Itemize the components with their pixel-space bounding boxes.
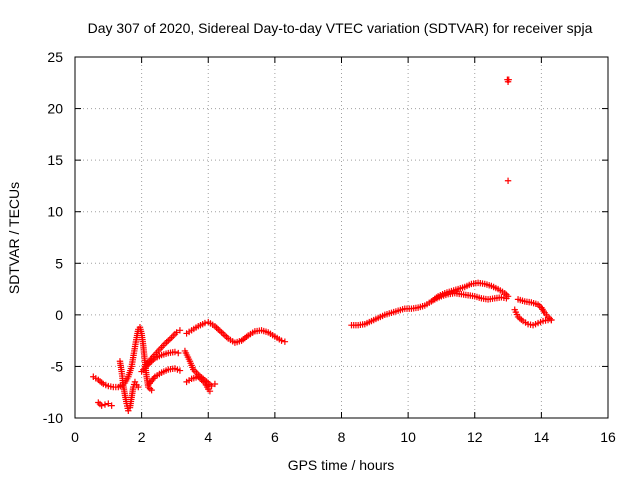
data-point (548, 316, 555, 324)
x-tick-label: 10 (400, 429, 416, 445)
data-point (176, 327, 184, 334)
data-point (504, 177, 512, 184)
series-sdtvar-arc-n (504, 76, 512, 184)
y-tick-label: 25 (47, 49, 63, 65)
x-axis-label: GPS time / hours (288, 457, 395, 473)
data-point (278, 337, 285, 344)
y-tick-label: -5 (51, 358, 64, 374)
x-tick-label: 2 (138, 429, 146, 445)
series-sdtvar-arc-g (183, 318, 289, 346)
series-sdtvar-arc-i (183, 373, 214, 395)
data-point (171, 348, 179, 356)
grid-lines (75, 57, 608, 418)
series-sdtvar-arc-b (95, 399, 115, 409)
x-tick-label: 16 (600, 429, 616, 445)
y-tick-label: 10 (47, 204, 63, 220)
series-sdtvar-arc-m (514, 296, 555, 324)
y-tick-label: 0 (55, 307, 63, 323)
data-point (101, 401, 109, 408)
x-tick-label: 6 (271, 429, 279, 445)
series-sdtvar-arc-c (116, 358, 142, 414)
data-point (211, 380, 219, 388)
data-point (175, 349, 182, 357)
series-sdtvar-arc-j (348, 279, 512, 329)
data-point (105, 400, 112, 407)
data-point (503, 295, 510, 302)
y-tick-label: 5 (55, 255, 63, 271)
axis-ticks (74, 56, 609, 419)
data-point (135, 383, 142, 391)
data-point (208, 382, 215, 390)
data-point (173, 329, 180, 336)
data-point (281, 338, 289, 345)
series-sdtvar-arc-f (138, 348, 182, 375)
y-tick-label: -10 (43, 410, 63, 426)
data-point (201, 319, 209, 327)
y-tick-label: 15 (47, 152, 63, 168)
data-point (108, 402, 115, 409)
data-points (90, 76, 555, 414)
series-sdtvar-arc-k (431, 289, 510, 303)
data-point (505, 76, 512, 83)
data-point (206, 387, 214, 395)
y-tick-label: 20 (47, 101, 63, 117)
y-tick-labels: -10 -5 0 5 10 15 20 25 (43, 49, 63, 426)
x-tick-label: 12 (467, 429, 483, 445)
x-tick-labels: 0 2 4 6 8 10 12 14 16 (71, 429, 616, 445)
data-point (148, 386, 155, 394)
x-tick-label: 14 (534, 429, 550, 445)
data-point (176, 367, 184, 374)
x-tick-label: 0 (71, 429, 79, 445)
series-sdtvar-arc-e (145, 365, 184, 389)
x-tick-label: 8 (338, 429, 346, 445)
data-point (98, 402, 105, 409)
x-tick-label: 4 (204, 429, 212, 445)
chart-title: Day 307 of 2020, Sidereal Day-to-day VTE… (88, 20, 593, 36)
y-axis-label: SDTVAR / TECUs (6, 182, 22, 294)
